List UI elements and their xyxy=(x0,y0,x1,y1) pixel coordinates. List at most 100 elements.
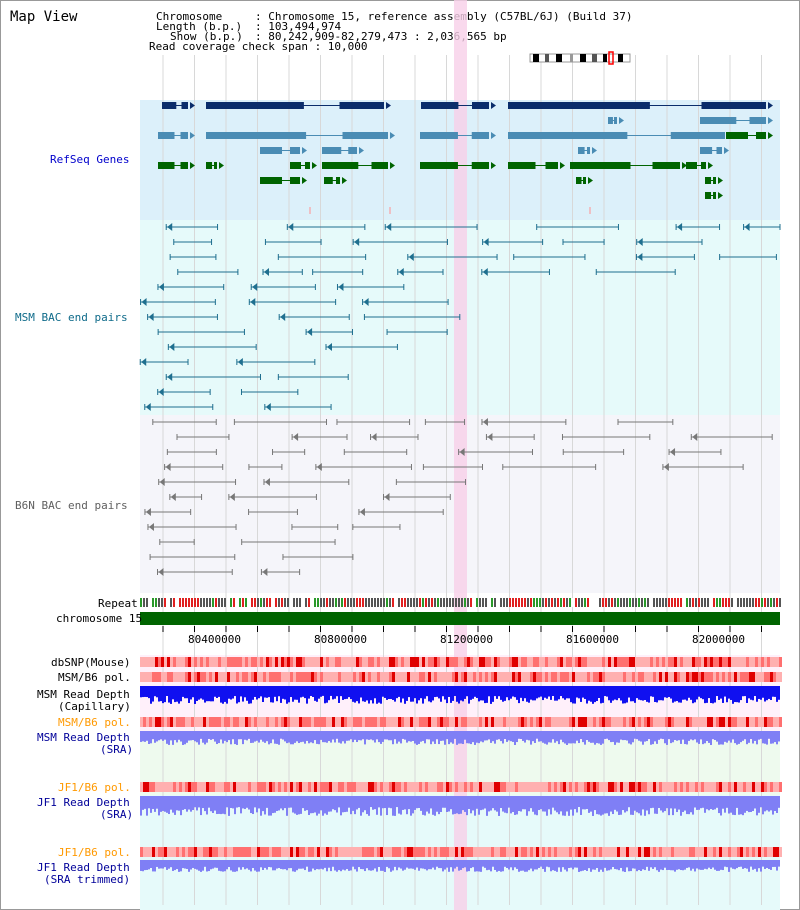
read-depth-bar xyxy=(718,796,720,814)
read-depth-bar xyxy=(310,860,312,872)
read-depth-bar xyxy=(272,796,274,814)
read-depth-bar xyxy=(146,860,148,870)
repeat-block xyxy=(602,598,604,607)
polymorphism-cell xyxy=(503,672,506,682)
read-depth-bar xyxy=(248,796,250,810)
read-depth-bar xyxy=(434,796,436,816)
read-depth-bar xyxy=(564,860,566,870)
polymorphism-cell xyxy=(728,717,731,727)
polymorphism-cell xyxy=(212,672,215,682)
polymorphism-cell xyxy=(692,782,695,792)
read-depth-bar xyxy=(522,686,524,702)
read-depth-bar xyxy=(734,686,736,703)
read-depth-bar xyxy=(150,796,152,813)
bac-end-arrow xyxy=(158,568,164,576)
polymorphism-cell xyxy=(194,782,197,792)
polymorphism-cell xyxy=(386,657,389,667)
polymorphism-cell xyxy=(224,782,227,792)
read-depth-bar xyxy=(622,686,624,704)
read-depth-bar xyxy=(778,731,780,742)
repeat-block xyxy=(707,598,709,607)
read-depth-bar xyxy=(534,731,536,743)
repeat-block xyxy=(671,598,673,607)
read-depth-bar xyxy=(284,860,286,870)
read-depth-bar xyxy=(236,860,238,872)
read-depth-bar xyxy=(460,731,462,744)
bac-end-arrow xyxy=(141,358,147,366)
read-depth-bar xyxy=(426,731,428,740)
polymorphism-cell xyxy=(455,717,458,727)
read-depth-bar xyxy=(386,796,388,816)
polymorphism-cell xyxy=(653,657,656,667)
track-label-b6n-bac[interactable]: B6N BAC end pairs xyxy=(15,499,128,512)
polymorphism-cell xyxy=(371,847,374,857)
polymorphism-cell xyxy=(527,847,530,857)
polymorphism-cell xyxy=(464,782,467,792)
polymorphism-cell xyxy=(524,782,527,792)
polymorphism-cell xyxy=(191,847,194,857)
polymorphism-cell xyxy=(368,717,371,727)
polymorphism-cell xyxy=(569,717,572,727)
polymorphism-cell xyxy=(209,717,212,727)
read-depth-bar xyxy=(768,731,770,739)
polymorphism-cell xyxy=(611,782,614,792)
read-depth-bar xyxy=(648,686,650,703)
read-depth-bar xyxy=(162,860,164,869)
read-depth-bar xyxy=(652,686,654,697)
read-depth-bar xyxy=(636,796,638,813)
polymorphism-cell xyxy=(689,717,692,727)
polymorphism-cell xyxy=(362,782,365,792)
read-depth-bar xyxy=(682,796,684,813)
repeat-block xyxy=(359,598,361,607)
read-depth-bar xyxy=(332,860,334,867)
polymorphism-cell xyxy=(572,717,575,727)
read-depth-bar xyxy=(256,686,258,700)
track-label-refseq[interactable]: RefSeq Genes xyxy=(50,153,130,166)
read-depth-bar xyxy=(560,860,562,872)
read-depth-bar xyxy=(262,796,264,812)
read-depth-bar xyxy=(584,860,586,871)
polymorphism-cell xyxy=(212,847,215,857)
read-depth-bar xyxy=(528,686,530,703)
read-depth-bar xyxy=(172,686,174,700)
read-depth-bar xyxy=(516,796,518,815)
bac-end-arrow xyxy=(145,403,151,411)
polymorphism-cell xyxy=(719,717,722,727)
gene-exon xyxy=(472,102,489,109)
polymorphism-cell xyxy=(749,672,752,682)
read-depth-bar xyxy=(728,731,730,741)
read-depth-bar xyxy=(362,860,364,870)
polymorphism-cell xyxy=(227,847,230,857)
polymorphism-cell xyxy=(767,657,770,667)
read-depth-bar xyxy=(140,731,142,742)
read-depth-bar xyxy=(310,731,312,743)
read-depth-bar xyxy=(572,796,574,816)
track-label-msm-bac[interactable]: MSM BAC end pairs xyxy=(15,311,128,324)
read-depth-bar xyxy=(180,860,182,872)
repeat-block xyxy=(581,598,583,607)
read-depth-bar xyxy=(642,860,644,870)
read-depth-bar xyxy=(150,860,152,868)
read-depth-bar xyxy=(662,860,664,871)
read-depth-bar xyxy=(348,796,350,808)
polymorphism-cell xyxy=(356,782,359,792)
polymorphism-cell xyxy=(770,847,773,857)
polymorphism-cell xyxy=(176,672,179,682)
repeat-block xyxy=(281,598,283,607)
polymorphism-cell xyxy=(551,847,554,857)
read-depth-bar xyxy=(386,860,388,867)
polymorphism-cell xyxy=(704,782,707,792)
polymorphism-cell xyxy=(212,717,215,727)
read-depth-bar xyxy=(456,731,458,745)
polymorphism-cell xyxy=(140,782,143,792)
read-depth-bar xyxy=(370,796,372,808)
read-depth-bar xyxy=(674,686,676,702)
read-depth-bar xyxy=(762,860,764,867)
read-depth-bar xyxy=(222,686,224,704)
read-depth-bar xyxy=(700,731,702,740)
read-depth-bar xyxy=(752,796,754,812)
read-depth-bar xyxy=(372,686,374,704)
read-depth-bar xyxy=(376,860,378,872)
repeat-block xyxy=(413,598,415,607)
